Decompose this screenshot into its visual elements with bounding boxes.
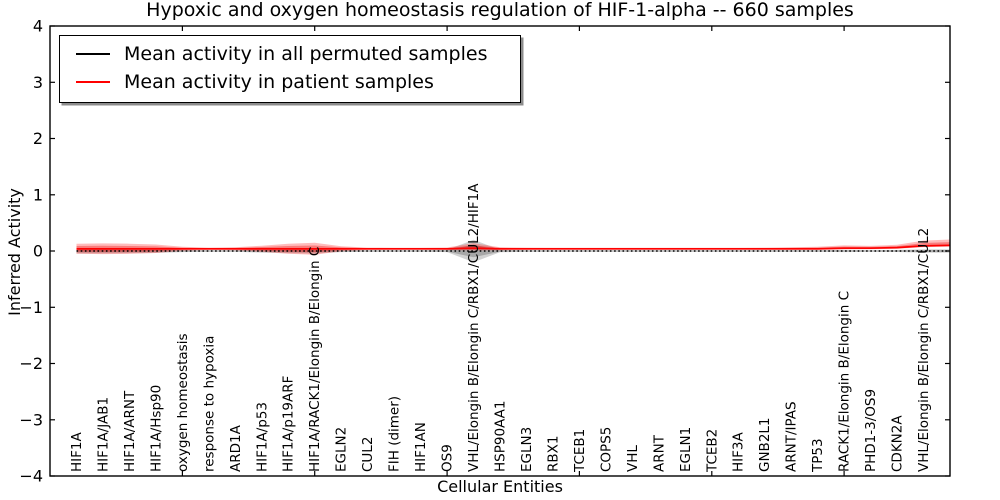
x-category-label: VHL/Elongin B/Elongin C/RBX1/CUL2/HIF1A <box>466 183 482 472</box>
patient-mean-line <box>76 244 951 250</box>
chart-title: Hypoxic and oxygen homeostasis regulatio… <box>146 0 854 21</box>
x-category-label: TCEB2 <box>704 429 720 473</box>
permuted-violin-band <box>76 239 950 263</box>
x-category-label: OS9 <box>440 444 456 472</box>
permuted-violin-band-inner <box>76 244 950 258</box>
y-tick-label: 0 <box>33 242 43 261</box>
patient-line-swatch <box>76 81 110 83</box>
x-category-label: TP53 <box>810 438 826 473</box>
x-category-label: EGLN3 <box>519 427 535 472</box>
x-category-label: VHL/Elongin B/Elongin C/RBX1/CUL2 <box>916 228 932 472</box>
x-category-label: HIF1AN <box>413 422 429 472</box>
x-category-label: GNB2L1 <box>757 417 773 472</box>
x-category-label: HIF1A/Hsp90 <box>148 385 164 472</box>
legend-entry-patient: Mean activity in patient samples <box>60 68 520 96</box>
patient-violin-band <box>76 239 950 255</box>
x-category-label: ARD1A <box>228 424 244 472</box>
x-category-label: RACK1/Elongin B/Elongin C <box>837 291 853 472</box>
x-axis-label: Cellular Entities <box>437 477 563 496</box>
x-category-label: TCEB1 <box>572 429 588 473</box>
x-category-label: COPS5 <box>598 427 614 472</box>
x-category-label: HIF1A/JAB1 <box>95 397 111 472</box>
x-category-label: EGLN2 <box>334 427 350 472</box>
y-tick-label: 4 <box>33 17 43 36</box>
x-category-label: PHD1-3/OS9 <box>863 389 879 472</box>
y-tick-label: −1 <box>19 298 43 317</box>
x-category-label: ARNT/IPAS <box>784 401 800 472</box>
x-category-label: RBX1 <box>545 436 561 472</box>
x-category-label: HIF3A <box>731 432 747 472</box>
x-category-label: CDKN2A <box>890 415 906 472</box>
x-category-label: ARNT <box>651 434 667 472</box>
legend-entry-permuted: Mean activity in all permuted samples <box>60 40 520 68</box>
y-tick-label: −2 <box>19 354 43 373</box>
x-category-label: response to hypoxia <box>201 336 217 472</box>
x-category-label: HIF1A <box>69 432 85 472</box>
x-category-label: CUL2 <box>360 437 376 472</box>
permuted-line-swatch <box>76 53 110 55</box>
x-category-label: oxygen homeostasis <box>175 334 191 473</box>
x-category-label: HIF1A/RACK1/Elongin B/Elongin C <box>307 247 323 472</box>
x-category-label: HIF1A/p53 <box>254 402 270 472</box>
x-category-label: HSP90AA1 <box>493 401 509 472</box>
legend-label-patient: Mean activity in patient samples <box>124 71 434 93</box>
x-category-label: HIF1A/p19ARF <box>281 376 297 472</box>
legend-label-permuted: Mean activity in all permuted samples <box>124 43 488 65</box>
y-tick-label: 3 <box>33 73 43 92</box>
x-category-label: VHL <box>625 445 641 472</box>
x-category-label: FIH (dimer) <box>387 396 403 472</box>
x-category-label: HIF1A/ARNT <box>122 390 138 472</box>
y-tick-label: 1 <box>33 185 43 204</box>
y-tick-label: −4 <box>19 467 43 486</box>
y-tick-label: 2 <box>33 129 43 148</box>
legend: Mean activity in all permuted samples Me… <box>59 35 521 103</box>
x-category-label: EGLN1 <box>678 427 694 472</box>
y-tick-label: −3 <box>19 410 43 429</box>
